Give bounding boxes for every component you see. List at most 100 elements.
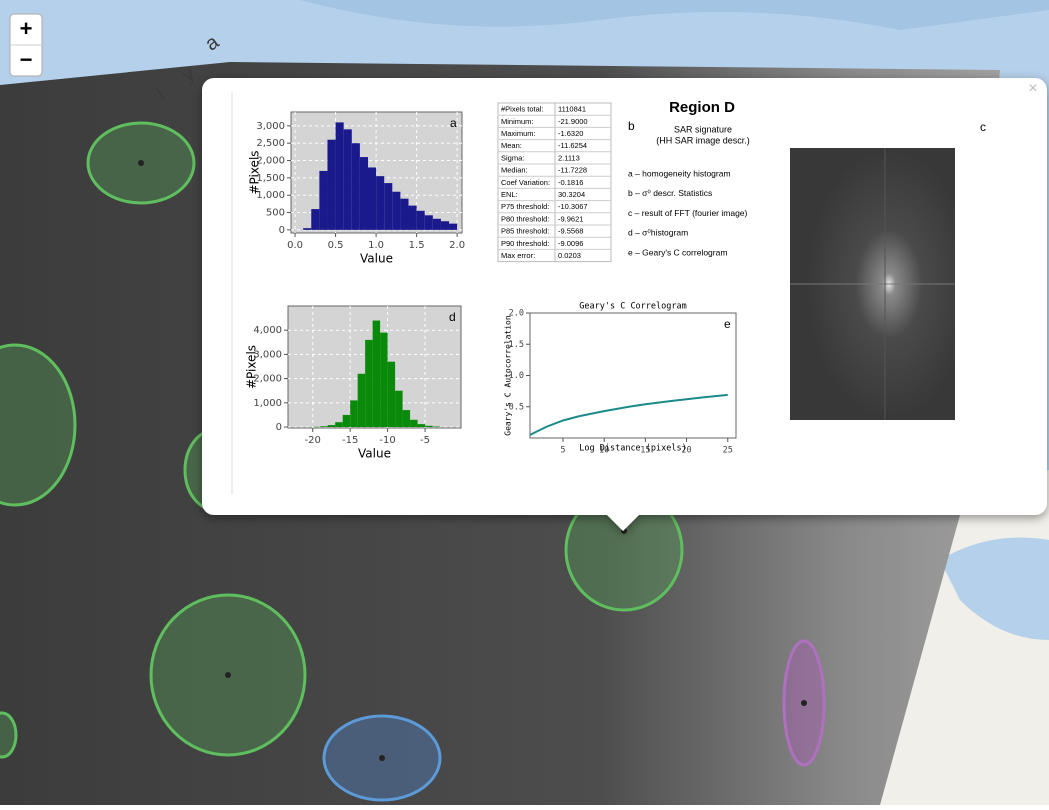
bar	[360, 157, 368, 230]
legend-item: e – Geary's C correlogram	[628, 247, 727, 257]
x-tick-label: -15	[342, 435, 358, 446]
table-cell: Mean:	[501, 141, 522, 150]
bar	[319, 171, 327, 230]
popup-title: Region D	[669, 99, 735, 116]
bar	[441, 221, 449, 230]
bar	[418, 424, 425, 427]
bar	[388, 362, 395, 427]
bar	[303, 228, 311, 230]
region-center	[225, 672, 231, 678]
legend-item: c – result of FFT (fourier image)	[628, 208, 748, 218]
bar	[320, 426, 327, 427]
panel-label: e	[724, 317, 731, 331]
x-axis-label: Value	[358, 447, 391, 461]
bar	[311, 209, 319, 230]
bar	[449, 224, 457, 230]
x-tick-label: 0.0	[287, 240, 303, 251]
x-axis-label: Value	[360, 252, 393, 266]
panel-label: b	[628, 119, 635, 133]
y-tick-label: 3,000	[256, 121, 285, 132]
bar	[409, 206, 417, 230]
table-cell: Maximum:	[501, 129, 536, 138]
y-axis-label: #Pixels	[248, 150, 262, 194]
x-tick-label: 1.5	[409, 240, 425, 251]
bar	[392, 192, 400, 230]
bar	[425, 426, 432, 427]
page: lya + − × Region D SAR signature (HH SAR…	[0, 0, 1049, 805]
stats-table: #Pixels total:1110841Minimum:-21.9000Max…	[498, 103, 611, 262]
zoom-out[interactable]: −	[20, 47, 33, 72]
bar	[344, 129, 352, 230]
table-cell: P75 threshold:	[501, 202, 549, 211]
table-cell: P90 threshold:	[501, 239, 549, 248]
table-cell: #Pixels total:	[501, 105, 544, 114]
region[interactable]	[0, 713, 16, 757]
bar	[425, 215, 433, 230]
x-tick-label: -20	[305, 435, 321, 446]
bar	[358, 374, 365, 427]
bar	[365, 340, 372, 427]
table-cell: ENL:	[501, 190, 518, 199]
table-cell: 30.3204	[558, 190, 585, 199]
bar	[380, 333, 387, 427]
table-cell: Sigma:	[501, 153, 524, 162]
y-tick-label: 0	[276, 422, 282, 433]
zoom-in[interactable]: +	[20, 16, 33, 41]
chart-title: Geary's C Correlogram	[579, 302, 686, 312]
legend-item: b – σ⁰ descr. Statistics	[628, 188, 712, 198]
x-tick-label: 25	[723, 446, 733, 456]
x-tick-label: 2.0	[449, 240, 465, 251]
bar	[327, 140, 335, 230]
table-cell: P85 threshold:	[501, 227, 549, 236]
table-cell: -9.0096	[558, 239, 583, 248]
bar	[343, 415, 350, 427]
table-cell: Coef Variation:	[501, 178, 550, 187]
y-tick-label: 2,500	[256, 138, 285, 149]
x-tick-label: 1.0	[368, 240, 384, 251]
legend-item: a – homogeneity histogram	[628, 168, 731, 178]
table-cell: Max error:	[501, 251, 535, 260]
panel-label: d	[449, 310, 456, 324]
table-cell: -10.3067	[558, 202, 588, 211]
table-cell: -9.5568	[558, 227, 583, 236]
x-tick-label: 0.5	[328, 240, 344, 251]
bar	[376, 176, 384, 230]
table-cell: -9.9621	[558, 214, 583, 223]
bar	[384, 183, 392, 230]
bar	[373, 321, 380, 428]
bar	[368, 167, 376, 229]
bar	[335, 422, 342, 427]
popup-close[interactable]: ×	[1028, 80, 1037, 97]
legend-item: d – σ⁰histogram	[628, 228, 688, 238]
x-tick-label: -5	[420, 435, 430, 446]
table-cell: -21.9000	[558, 117, 588, 126]
bar	[395, 391, 402, 427]
table-cell: 0.0203	[558, 251, 581, 260]
bar	[328, 425, 335, 427]
panel-label: c	[980, 120, 986, 134]
y-tick-label: 4,000	[253, 325, 282, 336]
y-tick-label: 0	[279, 225, 285, 236]
map-view: lya + − × Region D SAR signature (HH SAR…	[0, 0, 1049, 805]
bar	[352, 143, 360, 230]
y-axis-label: Geary's C Autocorrelation	[504, 315, 513, 436]
panel-label: a	[450, 116, 457, 130]
table-cell: -1.6320	[558, 129, 583, 138]
subtitle: (HH SAR image descr.)	[656, 135, 750, 145]
y-axis-label: #Pixels	[245, 345, 259, 389]
table-cell: 2.1113	[558, 153, 580, 162]
table-cell: -11.6254	[558, 141, 587, 150]
plot-area	[530, 313, 736, 438]
region-center	[379, 755, 385, 761]
table-cell: -11.7228	[558, 166, 587, 175]
table-cell: -0.1816	[558, 178, 583, 187]
x-tick-label: 5	[560, 446, 565, 456]
table-cell: 1110841	[558, 105, 586, 114]
x-tick-label: -10	[379, 435, 395, 446]
bar	[417, 211, 425, 230]
bar	[403, 410, 410, 427]
bar	[336, 122, 344, 229]
subtitle: SAR signature	[674, 124, 732, 134]
y-tick-label: 1,000	[253, 398, 282, 409]
